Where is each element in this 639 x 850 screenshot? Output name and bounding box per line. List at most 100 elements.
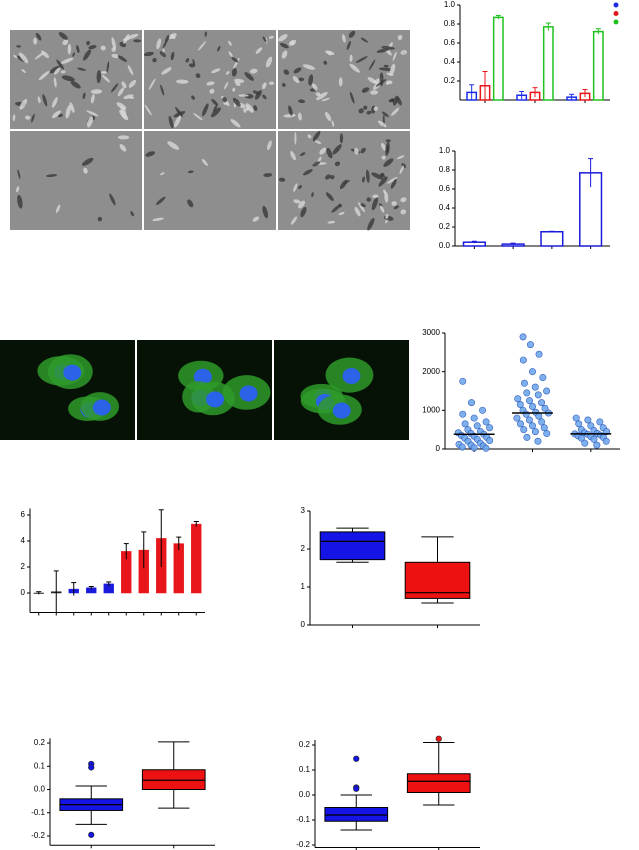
cell xyxy=(70,80,81,89)
y-tick-label: 4 xyxy=(21,536,26,545)
y-tick-label: 0.0 xyxy=(34,785,46,794)
dot xyxy=(520,379,528,387)
cell xyxy=(254,90,262,100)
cell xyxy=(222,96,228,103)
cell xyxy=(232,87,236,92)
cell xyxy=(170,51,175,61)
cell xyxy=(187,170,194,174)
dot xyxy=(526,341,534,349)
dot xyxy=(590,435,598,443)
cell xyxy=(202,103,209,117)
cell xyxy=(348,30,356,38)
cell xyxy=(13,54,18,59)
dot xyxy=(543,387,551,395)
cell xyxy=(293,183,298,192)
cell xyxy=(390,107,400,116)
dot xyxy=(584,416,592,424)
cell xyxy=(53,67,61,75)
cell xyxy=(51,97,58,108)
y-tick-label: 2 xyxy=(301,544,306,553)
cell xyxy=(281,82,286,87)
cell xyxy=(314,140,322,145)
cell xyxy=(354,147,359,155)
dot xyxy=(459,377,467,385)
cell xyxy=(62,39,69,46)
cell xyxy=(223,81,229,90)
cell xyxy=(253,105,258,111)
cell xyxy=(297,112,302,121)
cell xyxy=(294,132,297,145)
chart: 0 1 2 3 xyxy=(301,506,480,629)
cell xyxy=(191,95,195,100)
cell xyxy=(399,165,404,175)
cell xyxy=(144,104,152,116)
cell xyxy=(67,43,72,55)
cell xyxy=(53,77,57,88)
dot xyxy=(602,437,610,445)
cell xyxy=(58,32,68,40)
nucleus xyxy=(206,391,225,408)
cell xyxy=(145,151,156,157)
y-tick-label: 0.1 xyxy=(34,761,46,770)
cell xyxy=(392,95,399,106)
cell xyxy=(16,45,21,48)
dot xyxy=(526,397,534,405)
dot xyxy=(572,414,580,422)
cell xyxy=(361,87,370,93)
dot xyxy=(538,418,546,426)
outlier xyxy=(353,785,360,792)
cell xyxy=(349,54,353,62)
cell xyxy=(97,216,102,222)
cell xyxy=(87,116,94,128)
cell xyxy=(176,79,189,84)
cell xyxy=(17,194,23,209)
cell xyxy=(268,81,275,85)
cell xyxy=(106,61,110,73)
cell xyxy=(302,169,313,176)
cell xyxy=(278,177,286,182)
dot xyxy=(468,399,476,407)
cell xyxy=(100,45,106,51)
cell xyxy=(33,37,38,45)
cell xyxy=(380,205,385,213)
cell xyxy=(96,69,102,84)
cell xyxy=(46,174,58,177)
cell xyxy=(192,58,196,67)
cell xyxy=(130,211,134,217)
y-tick-label: -0.1 xyxy=(296,815,310,824)
cell xyxy=(262,205,269,219)
cell xyxy=(61,75,75,82)
dot xyxy=(486,436,494,444)
y-tick-label: 3000 xyxy=(422,328,440,337)
cell xyxy=(321,97,330,102)
dot xyxy=(470,414,478,422)
cell xyxy=(331,203,342,213)
y-tick-label: 0.6 xyxy=(439,184,451,193)
cell xyxy=(300,206,307,218)
cell xyxy=(209,88,215,94)
micrographs xyxy=(0,30,410,440)
cell xyxy=(225,71,230,75)
dot xyxy=(520,426,528,434)
cell xyxy=(385,139,391,143)
y-tick-label: 0.0 xyxy=(299,790,311,799)
y-tick-label: 0.2 xyxy=(439,222,451,231)
y-tick-label: 0 xyxy=(21,588,26,597)
cell xyxy=(101,74,111,83)
cell xyxy=(217,45,221,52)
cell xyxy=(325,50,335,56)
cell xyxy=(232,97,241,107)
cell xyxy=(18,52,29,64)
chart: 0 2 4 6 xyxy=(21,508,205,616)
dot xyxy=(525,416,533,424)
cell xyxy=(37,96,41,104)
cell xyxy=(86,40,91,46)
cell xyxy=(82,92,86,100)
cell xyxy=(325,174,331,180)
cell xyxy=(343,180,350,185)
cell xyxy=(360,203,366,208)
y-tick-label: 0.1 xyxy=(299,765,311,774)
cell xyxy=(378,176,388,187)
cell xyxy=(127,33,139,39)
cell xyxy=(38,70,50,81)
